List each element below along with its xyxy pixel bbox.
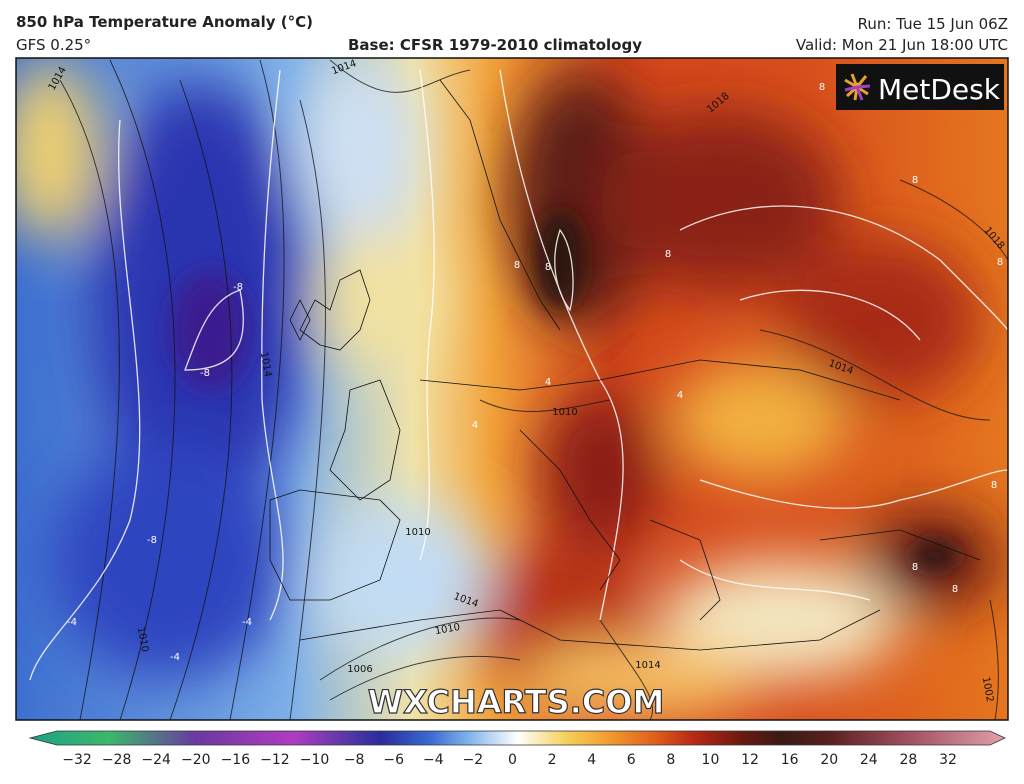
colorbar-tick-label: 20 — [820, 752, 838, 768]
anomaly-label: -4 — [67, 617, 77, 628]
isobar-label: 1006 — [347, 664, 372, 675]
anomaly-label: -4 — [242, 617, 252, 628]
colorbar-tick-label: −8 — [344, 752, 365, 768]
isobar-label: 1002 — [980, 676, 995, 703]
colorbar-tick-label: 24 — [860, 752, 878, 768]
colorbar-tick-label: −10 — [300, 752, 330, 768]
valid-time: Valid: Mon 21 Jun 18:00 UTC — [796, 36, 1008, 54]
anomaly-label: -4 — [170, 652, 180, 663]
anomaly-label: 4 — [677, 390, 683, 401]
colorbar — [28, 730, 1006, 746]
anomaly-label: 8 — [819, 82, 825, 93]
anomaly-label: -8 — [200, 368, 210, 379]
map-frame — [15, 57, 1009, 721]
colorbar-tick-label: −24 — [141, 752, 171, 768]
anomaly-label: 8 — [665, 249, 671, 260]
colorbar-ticks: −32 −28 −24 −20 −16 −12 −10 −8 −6 −4 −2 0 2 4 6 8 10 12 16… — [62, 752, 957, 768]
colorbar-tick-label: 4 — [587, 752, 596, 768]
logo-text: MetDesk — [878, 73, 1001, 106]
anomaly-label: 8 — [991, 480, 997, 491]
colorbar-tick-label: −12 — [260, 752, 290, 768]
isobar-label: 1014 — [258, 351, 273, 378]
colorbar-tick-label: 28 — [899, 752, 917, 768]
anomaly-label: 4 — [545, 377, 551, 388]
colorbar-tick-label: 16 — [781, 752, 799, 768]
colorbar-tick-label: 12 — [741, 752, 759, 768]
colorbar-tick-label: −4 — [423, 752, 444, 768]
isobar-label: 1010 — [552, 407, 577, 418]
logo-icon — [844, 73, 871, 101]
anomaly-label: 8 — [952, 584, 958, 595]
title: 850 hPa Temperature Anomaly (°C) — [16, 13, 313, 31]
colorbar-tick-label: 10 — [702, 752, 720, 768]
anomaly-label: 4 — [472, 420, 478, 431]
run-time: Run: Tue 15 Jun 06Z — [858, 15, 1008, 33]
colorbar-tick-label: 32 — [939, 752, 957, 768]
anomaly-label: 8 — [997, 257, 1003, 268]
colorbar-tick-label: −32 — [62, 752, 92, 768]
colorbar-tick-label: −6 — [383, 752, 404, 768]
anomaly-label: 8 — [514, 260, 520, 271]
colorbar-tick-label: −2 — [463, 752, 484, 768]
anomaly-label: 8 — [912, 175, 918, 186]
colorbar-tick-label: 6 — [627, 752, 636, 768]
isobar-label: 1010 — [434, 622, 461, 637]
colorbar-tick-label: −28 — [102, 752, 132, 768]
anomaly-label: 8 — [912, 562, 918, 573]
base-note: Base: CFSR 1979-2010 climatology — [348, 36, 642, 54]
anomaly-label: -8 — [233, 282, 243, 293]
map — [16, 58, 1008, 720]
watermark: WXCHARTS.COM — [368, 683, 665, 721]
colorbar-tick-label: 8 — [666, 752, 675, 768]
isobar-label: 1010 — [405, 527, 430, 538]
model: GFS 0.25° — [16, 36, 91, 54]
colorbar-tick-label: −16 — [221, 752, 251, 768]
colorbar-tick-label: −20 — [181, 752, 211, 768]
isobar-label: 1014 — [635, 660, 660, 671]
anomaly-label: -8 — [147, 535, 157, 546]
anomaly-label: 8 — [545, 262, 551, 273]
colorbar-tick-label: 0 — [508, 752, 517, 768]
isobar-label: 1010 — [135, 626, 150, 653]
colorbar-tick-label: 2 — [548, 752, 557, 768]
